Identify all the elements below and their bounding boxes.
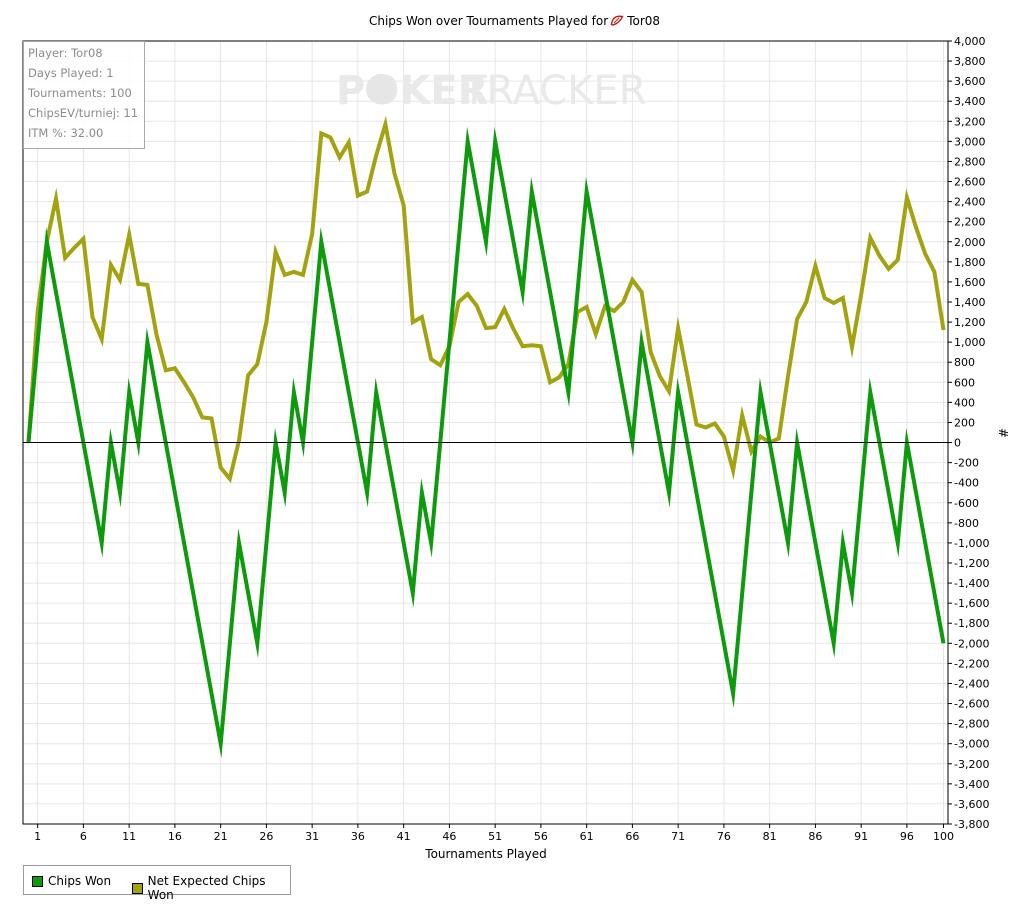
y-tick-label: -2,000	[954, 637, 989, 650]
x-tick-label: 76	[717, 830, 731, 843]
stats-box: Player: Tor08 Days Played: 1 Tournaments…	[23, 41, 145, 149]
y-tick-label: -400	[954, 477, 979, 490]
x-tick-label: 66	[625, 830, 639, 843]
x-tick-label: 51	[488, 830, 502, 843]
y-tick-label: 4,000	[954, 35, 986, 48]
y-tick-label: -1,200	[954, 557, 989, 570]
y-tick-label: 1,600	[954, 276, 986, 289]
y-tick-label: 3,000	[954, 135, 986, 148]
y-tick-label: -2,200	[954, 657, 989, 670]
y-tick-label: -1,400	[954, 577, 989, 590]
y-tick-label: 600	[954, 376, 975, 389]
y-tick-label: -1,600	[954, 597, 989, 610]
y-tick-label: -3,600	[954, 798, 989, 811]
y-tick-label: -3,400	[954, 778, 989, 791]
x-tick-label: 1	[34, 830, 41, 843]
y-tick-label: 2,600	[954, 176, 986, 189]
legend-swatch-chips-won	[32, 875, 43, 887]
chart-title: Chips Won over Tournaments Played for Tor…	[0, 14, 1029, 28]
stat-tournaments: Tournaments: 100	[28, 86, 132, 100]
y-tick-label: 1,000	[954, 336, 986, 349]
legend-label-chips-won: Chips Won	[48, 874, 112, 888]
x-tick-label: 31	[305, 830, 319, 843]
y-tick-label: -3,800	[954, 818, 989, 831]
x-tick-label: 71	[671, 830, 685, 843]
series-line-net-expected-chips-won	[26, 115, 946, 484]
y-tick-label: 200	[954, 416, 975, 429]
legend-label-net-expected: Net Expected Chips Won	[147, 874, 266, 902]
legend-item-chips-won: Chips Won	[32, 874, 111, 888]
stat-player: Player: Tor08	[28, 46, 103, 60]
y-tick-label: 3,400	[954, 95, 986, 108]
x-tick-label: 100	[933, 830, 954, 843]
watermark-poker: POKER	[336, 68, 488, 114]
stat-chips-ev: ChipsEV/turniej: 11	[28, 106, 139, 120]
y-tick-label: -800	[954, 517, 979, 530]
x-tick-label: 46	[442, 830, 456, 843]
y-tick-label: -2,600	[954, 698, 989, 711]
x-tick-label: 91	[854, 830, 868, 843]
legend-item-net-expected: Net Expected Chips Won	[132, 874, 290, 902]
y-tick-label: -2,800	[954, 718, 989, 731]
poker-chip-icon	[366, 74, 396, 104]
y-tick-label: 800	[954, 356, 975, 369]
grid	[23, 40, 948, 825]
x-tick-label: 86	[808, 830, 822, 843]
x-tick-label: 21	[214, 830, 228, 843]
y-tick-label: -600	[954, 497, 979, 510]
x-tick-label: 11	[122, 830, 136, 843]
y-tick-label: 2,000	[954, 236, 986, 249]
y-tick-label: 2,400	[954, 196, 986, 209]
x-axis-label: Tournaments Played	[424, 847, 546, 861]
x-tick-label: 36	[351, 830, 365, 843]
y-tick-label: 2,200	[954, 216, 986, 229]
x-tick-label: 6	[80, 830, 87, 843]
x-tick-label: 56	[534, 830, 548, 843]
x-tick-label: 41	[397, 830, 411, 843]
stat-days-played: Days Played: 1	[28, 66, 114, 80]
x-tick-label: 81	[763, 830, 777, 843]
x-tick-label: 16	[168, 830, 182, 843]
x-tick-label: 26	[259, 830, 273, 843]
watermark-tracker: TRACKER	[461, 68, 647, 114]
x-axis: 1 6 11 16 21 26 31 36 41 46 51 56 61 66 71 76 81 86 91 96 10…	[34, 824, 954, 843]
legend: Chips Won Net Expected Chips Won	[23, 865, 291, 902]
x-tick-label: 96	[900, 830, 914, 843]
y-tick-label: 0	[954, 437, 961, 450]
y-tick-label: 3,200	[954, 115, 986, 128]
y-tick-label: 1,800	[954, 256, 986, 269]
chart-title-text: Chips Won over Tournaments Played for	[368, 14, 609, 28]
y-tick-label: -200	[954, 457, 979, 470]
y-tick-label: 3,800	[954, 55, 986, 68]
y-tick-label: -2,400	[954, 677, 989, 690]
stat-itm: ITM %: 32.00	[28, 126, 104, 140]
plot-frame	[22, 40, 949, 825]
y-tick-label: -1,000	[954, 537, 989, 550]
y-tick-label: 3,600	[954, 75, 986, 88]
y-axis: 4,000 3,800 3,600 3,400 3,200 3,000 2,800 2,600…	[948, 35, 989, 831]
y-tick-label: 1,200	[954, 316, 986, 329]
x-tick-label: 61	[580, 830, 594, 843]
y-tick-label: 400	[954, 396, 975, 409]
series-layer	[26, 115, 946, 759]
y-tick-label: -1,800	[954, 617, 989, 630]
y-tick-label: 2,800	[954, 155, 986, 168]
y-tick-label: 1,400	[954, 296, 986, 309]
y-tick-label: -3,000	[954, 738, 989, 751]
player-name: Tor08	[627, 14, 661, 28]
y-tick-label: -3,200	[954, 758, 989, 771]
y-axis-label: #	[996, 428, 1010, 438]
legend-swatch-net-expected	[132, 882, 143, 894]
watermark: POKER TRACKER	[336, 68, 647, 114]
player-card-icon	[610, 15, 624, 26]
